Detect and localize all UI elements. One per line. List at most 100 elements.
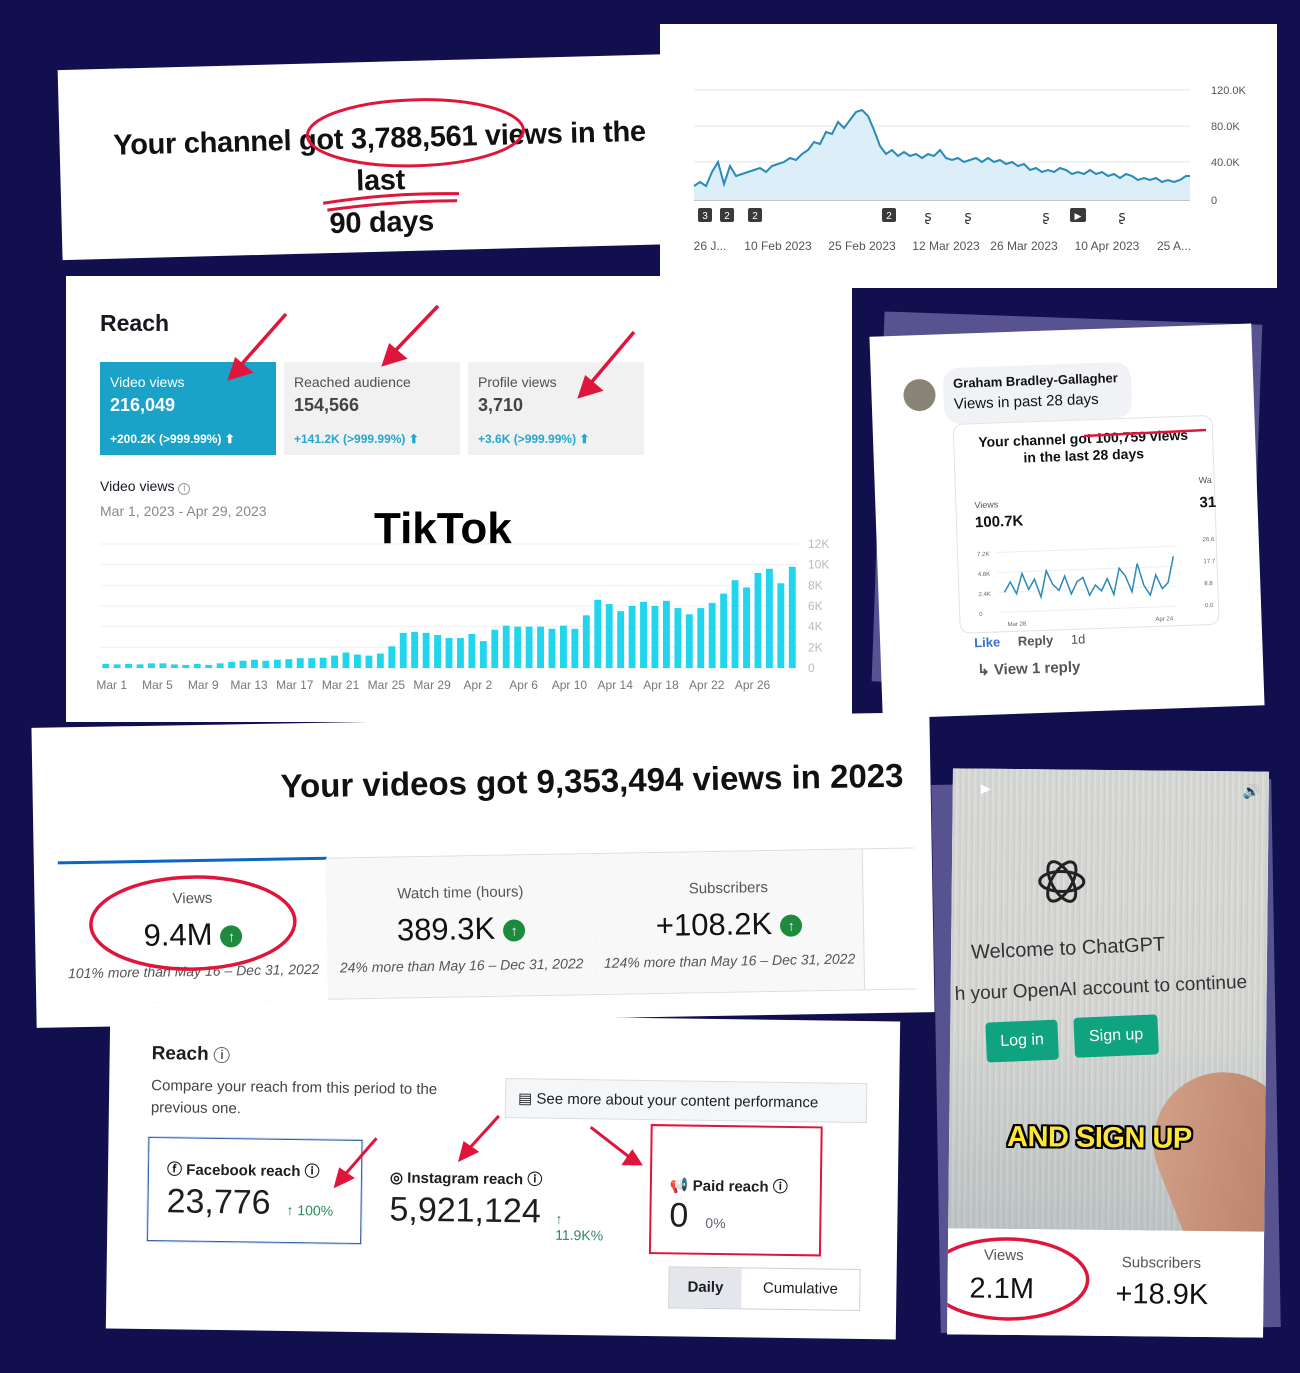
arrow-annotation (467, 1114, 500, 1151)
video-marker (882, 208, 896, 222)
bar (491, 629, 499, 668)
bar (273, 659, 281, 668)
signup-button[interactable]: Sign up (1073, 1014, 1159, 1058)
y-tick-label: 0 (808, 661, 815, 675)
like-button[interactable]: Like (973, 634, 1001, 651)
area-fill (694, 110, 1190, 200)
y-tick-label: 4.8K (978, 572, 991, 578)
video-marker (720, 208, 734, 222)
gridline (997, 545, 1175, 553)
side-tick-label: 8.8 (1204, 581, 1213, 587)
login-button[interactable]: Log in (985, 1019, 1059, 1063)
bar (788, 566, 796, 668)
info-icon: ⓘ (304, 1163, 320, 1181)
fb-reach-subtitle: Compare your reach from this period to t… (150, 1077, 438, 1118)
bar (434, 634, 441, 668)
bar (594, 599, 602, 668)
toggle-cumulative[interactable]: Cumulative (762, 1279, 839, 1298)
volume-icon[interactable]: 🔊 (1242, 783, 1261, 800)
x-tick-label: Apr 6 (509, 678, 538, 692)
tile-value: 216,049 (110, 395, 176, 415)
series-line (693, 108, 1190, 188)
arrow-up-icon: ⬆ (408, 432, 419, 446)
fb-reach-title: Reach (151, 1043, 209, 1065)
marker-count: 3 (702, 211, 708, 222)
stat-value: +108.2K (655, 905, 773, 943)
view-replies-link[interactable]: ↳ View 1 reply (977, 658, 1081, 680)
bar (605, 603, 613, 668)
bar (159, 663, 167, 668)
y-tick-label: 2.4K (978, 592, 991, 598)
stat-watch-time[interactable]: Watch time (hours) 389.3K ↑ 24% more than… (325, 854, 598, 999)
bar (331, 655, 339, 668)
tile-reached-audience[interactable]: Reached audience 154,566 +141.2K (>999.9… (284, 362, 460, 455)
y-tick-label: 0 (1211, 195, 1217, 207)
tile-paid-reach[interactable]: 📢 Paid reach ⓘ 0 0% (648, 1124, 823, 1257)
stat-views[interactable]: Views 9.4M ↑ 101% more than May 16 – Dec … (57, 856, 330, 1005)
reply-button[interactable]: Reply (1017, 632, 1054, 649)
play-icon[interactable]: ▶ (980, 780, 991, 796)
video-caption: AND SIGN UP (1006, 1120, 1192, 1155)
phone-video-card: ▶ 🔊 Welcome to ChatGPT h your OpenAI acc… (947, 768, 1269, 1338)
x-tick-label: 12 Mar 2023 (912, 239, 980, 253)
bar (651, 606, 659, 668)
tile-profile-views[interactable]: Profile views 3,710 +3.6K (>999.99%) ⬆ (468, 362, 644, 455)
x-tick-label: 26 J... (694, 239, 727, 253)
tiktok-bar-chart: 12K 10K 8K 6K 4K 2K 0 Mar 1 Mar 5 Mar 9 Mar 13 Mar … (96, 537, 829, 692)
tile-label: Reached audience (294, 374, 411, 390)
bar (457, 638, 464, 668)
info-icon: ⓘ (527, 1171, 543, 1189)
tile-label: Profile views (478, 374, 557, 390)
bar (571, 628, 579, 668)
bar (479, 641, 487, 668)
tile-pct: ↑ 100% (286, 1201, 334, 1219)
stat-caption: 101% more than May 16 – Dec 31, 2022 (67, 960, 320, 982)
see-more-button[interactable]: ▤ See more about your content performanc… (504, 1078, 868, 1124)
toggle-daily[interactable]: Daily (669, 1267, 742, 1309)
info-icon[interactable]: i (213, 1046, 231, 1064)
tile-video-views[interactable]: Video views 216,049 +200.2K (>999.99%) ⬆ (100, 362, 276, 455)
youtube-area-chart: 120.0K 80.0K 40.0K 0 3 2 2 2 ʂ ʂ ʂ ʂ ▶ 26 J... 10 Feb … (693, 85, 1247, 253)
arrow-annotation (589, 1126, 632, 1159)
youtube-headline-card: Your channel got 3,788,561 views in the … (57, 53, 683, 261)
side-label: Wa (1198, 475, 1212, 485)
bar (354, 654, 361, 668)
bar (365, 655, 373, 668)
stat-value: 9.4M (143, 916, 213, 953)
tile-value: 3,710 (478, 395, 524, 415)
bar (708, 602, 716, 668)
stat-subscribers[interactable]: Subscribers +108.2K ↑ 124% more than May … (593, 849, 866, 995)
youtube-chart-card: 120.0K 80.0K 40.0K 0 3 2 2 2 ʂ ʂ ʂ ʂ ▶ 26 J... 10 Feb … (660, 24, 1277, 288)
marker-count: 2 (886, 211, 892, 222)
tile-label: Instagram reach (407, 1169, 524, 1189)
bar (136, 664, 144, 668)
bar (697, 608, 705, 668)
views-value: 2.1M (969, 1272, 1035, 1306)
bar (239, 660, 247, 668)
y-tick-label: 6K (808, 599, 823, 613)
bar (216, 663, 224, 668)
tile-value: 5,921,124 (389, 1190, 542, 1231)
bar (182, 664, 190, 668)
avatar[interactable] (902, 378, 937, 412)
x-tick-label: Apr 26 (735, 678, 771, 692)
y-tick-label: 8K (808, 578, 823, 592)
subscribers-value: +18.9K (1115, 1278, 1209, 1312)
tile-pct: ↑ 11.9K% (555, 1210, 604, 1244)
arrow-up-icon: ⬆ (579, 432, 590, 446)
tile-facebook-reach[interactable]: ⓕ Facebook reach ⓘ 23,776 ↑ 100% (147, 1137, 363, 1245)
bar (422, 632, 430, 668)
bar (262, 660, 270, 668)
arrow-up-icon: ↑ (220, 925, 243, 948)
side-tick-label: 0.0 (1205, 603, 1214, 609)
tile-label: Facebook reach (186, 1161, 301, 1181)
document-icon: ▤ (517, 1090, 533, 1108)
gridline (999, 605, 1178, 613)
stat-caption: 24% more than May 16 – Dec 31, 2022 (339, 955, 584, 976)
bar (514, 626, 522, 668)
bar (445, 638, 453, 668)
tile-instagram-reach[interactable]: ◎ Instagram reach ⓘ 5,921,124 ↑ 11.9K% (371, 1146, 603, 1251)
bar (376, 653, 384, 668)
video-marker (698, 208, 712, 222)
chart-label: Video views (100, 478, 175, 494)
